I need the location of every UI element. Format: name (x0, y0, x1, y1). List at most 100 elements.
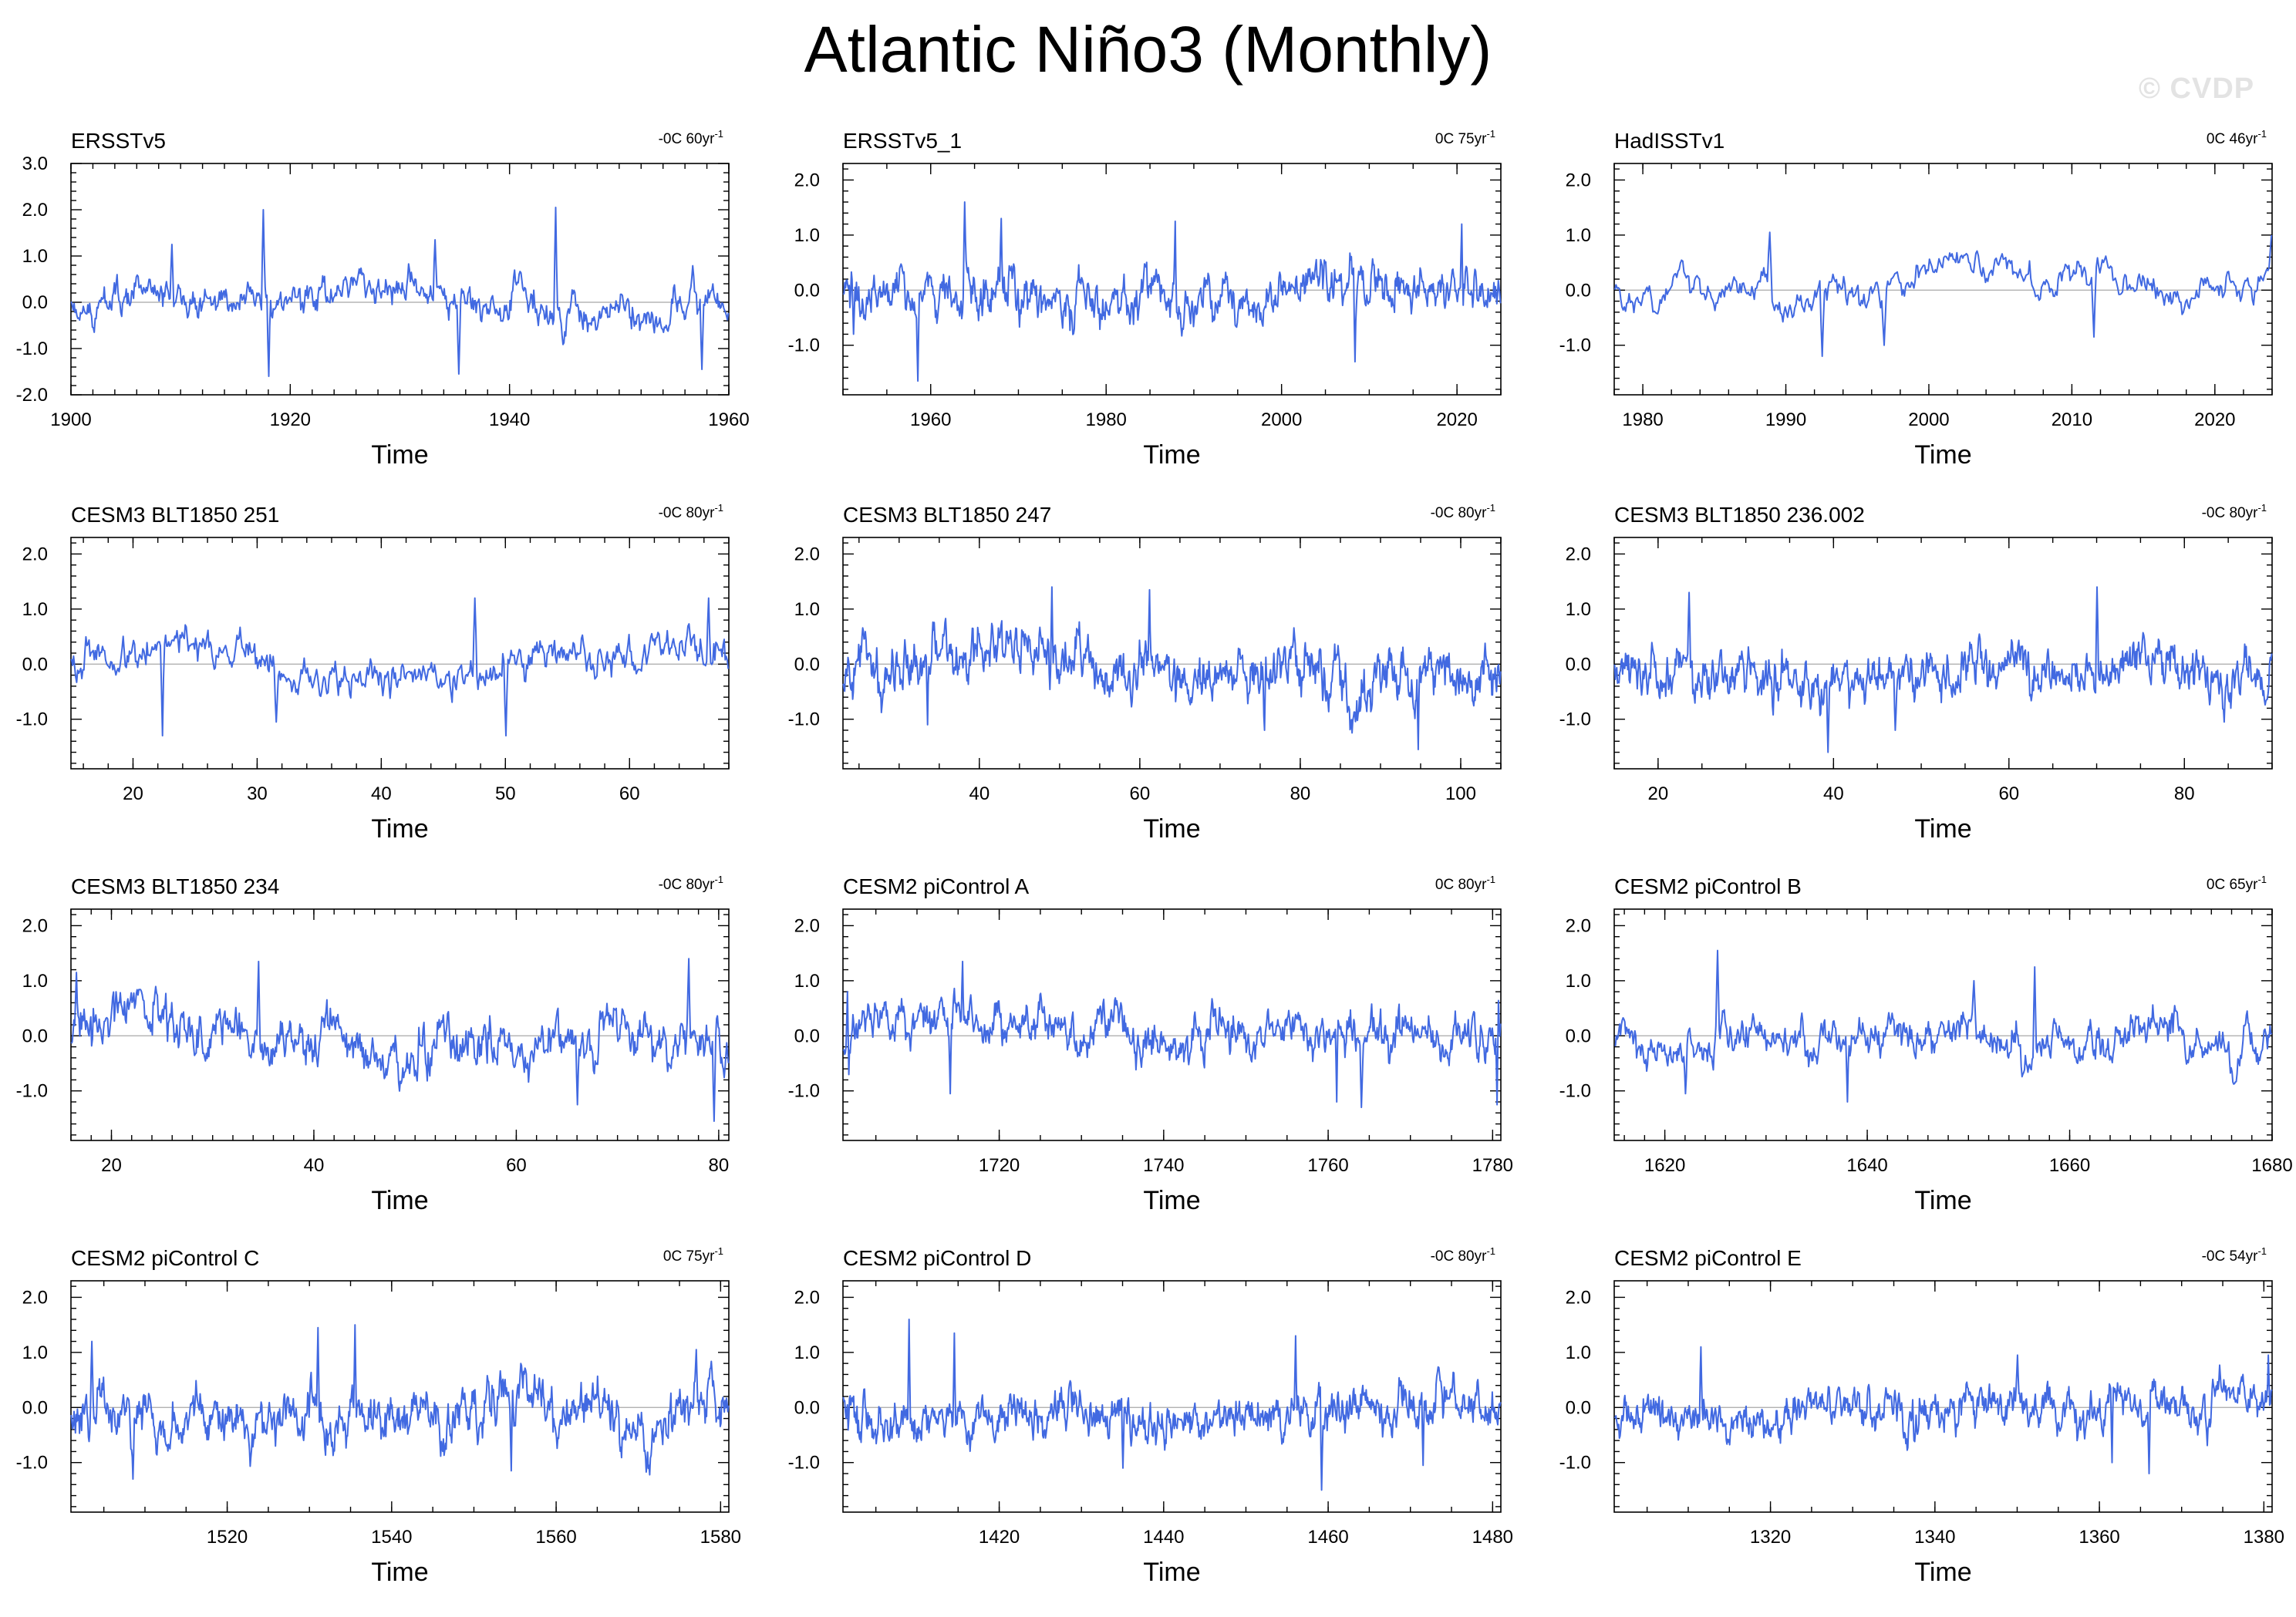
y-tick-label: 2.0 (794, 170, 820, 190)
plot-frame (70, 908, 730, 1141)
y-tick-label: 1.0 (794, 1342, 820, 1363)
y-tick-label: 2.0 (1566, 544, 1591, 564)
y-tick-label: 2.0 (794, 544, 820, 564)
trend-label: -0C 80yr-1 (1431, 502, 1495, 521)
panel-10: -1.0 0.0 1.0 2.0 1520 1540 1560 1580 Time CESM2 p… (16, 1245, 741, 1587)
y-tick-label: 2.0 (1566, 170, 1591, 190)
trend-unit-exponent: -1 (2257, 128, 2267, 140)
y-tick-label: 2.0 (22, 544, 48, 564)
y-tick-label: 0.0 (22, 654, 48, 675)
x-tick-label: 40 (304, 1155, 325, 1176)
trend-label: 0C 46yr-1 (2207, 128, 2267, 147)
x-tick-label: 30 (247, 783, 268, 804)
series-line (1613, 231, 2273, 357)
y-tick-label: -1.0 (1559, 1453, 1591, 1474)
y-tick-label: 3.0 (22, 153, 48, 174)
trend-label: -0C 54yr-1 (2202, 1245, 2267, 1265)
y-tick-label: 0.0 (22, 1026, 48, 1046)
x-tick-label: 2020 (2194, 409, 2235, 430)
y-tick-label: 2.0 (22, 200, 48, 221)
x-tick-label: 1960 (910, 409, 951, 430)
series-line (70, 1324, 730, 1481)
trend-label: 0C 65yr-1 (2207, 874, 2267, 893)
x-axis-label: Time (371, 814, 428, 844)
y-tick-label: 0.0 (1566, 654, 1591, 675)
y-tick-label: 0.0 (1566, 280, 1591, 301)
x-tick-label: 60 (1998, 783, 2019, 804)
x-tick-label: 1680 (2251, 1155, 2292, 1176)
panel-1: -2.0 -1.0 0.0 1.0 2.0 3.0 1900 1920 1940 1960 Time… (16, 128, 750, 470)
x-tick-label: 50 (495, 783, 516, 804)
y-tick-label: 2.0 (794, 1287, 820, 1308)
y-tick-label: 0.0 (794, 1397, 820, 1418)
y-tick-label: -1.0 (1559, 1081, 1591, 1102)
x-axis-label: Time (1914, 814, 1971, 844)
y-tick-label: 1.0 (794, 599, 820, 620)
trend-unit-exponent: -1 (2257, 874, 2267, 885)
panel-title: CESM2 piControl C (71, 1246, 259, 1270)
y-tick-label: -1.0 (16, 1453, 48, 1474)
y-tick-label: 1.0 (1566, 1342, 1591, 1363)
x-axis-label: Time (1914, 1186, 1971, 1215)
x-tick-label: 1380 (2244, 1527, 2284, 1548)
series-line (70, 207, 730, 377)
x-tick-label: 20 (101, 1155, 122, 1176)
y-tick-label: 2.0 (794, 915, 820, 936)
panel-11: -1.0 0.0 1.0 2.0 1420 1440 1460 1480 Time CESM2 p… (788, 1245, 1513, 1587)
x-tick-label: 2010 (2052, 409, 2092, 430)
panel-title: HadISSTv1 (1614, 129, 1725, 153)
panel-3: -1.0 0.0 1.0 2.0 1980 1990 2000 2010 2020 Time Had… (1559, 128, 2273, 470)
y-tick-label: -1.0 (16, 1081, 48, 1102)
panel-8: -1.0 0.0 1.0 2.0 1720 1740 1760 1780 Time CESM2 p… (788, 874, 1513, 1215)
y-tick-label: 2.0 (1566, 915, 1591, 936)
panel-title: CESM2 piControl E (1614, 1246, 1802, 1270)
x-tick-label: 1560 (535, 1527, 576, 1548)
trend-label: -0C 80yr-1 (659, 502, 723, 521)
y-tick-label: 1.0 (1566, 971, 1591, 992)
x-tick-label: 1990 (1765, 409, 1806, 430)
y-tick-label: -1.0 (1559, 335, 1591, 356)
plot-frame (842, 163, 1502, 396)
y-tick-label: -1.0 (788, 1081, 820, 1102)
y-tick-label: 0.0 (794, 1026, 820, 1046)
x-tick-label: 80 (2174, 783, 2195, 804)
x-tick-label: 20 (1648, 783, 1669, 804)
y-tick-label: 2.0 (22, 1287, 48, 1308)
x-tick-label: 100 (1445, 783, 1476, 804)
x-tick-label: 1900 (50, 409, 91, 430)
series-line (842, 201, 1502, 382)
x-tick-label: 40 (371, 783, 392, 804)
x-axis-label: Time (1143, 1558, 1200, 1587)
x-tick-label: 2000 (1908, 409, 1949, 430)
trend-unit-exponent: -1 (714, 1245, 723, 1257)
trend-unit-exponent: -1 (2257, 502, 2267, 514)
series-line (842, 586, 1502, 750)
x-tick-label: 40 (969, 783, 990, 804)
x-axis-label: Time (1143, 1186, 1200, 1215)
trend-label: -0C 80yr-1 (659, 874, 723, 893)
y-tick-label: -1.0 (788, 1453, 820, 1474)
panel-title: CESM2 piControl A (843, 874, 1030, 898)
plot-frame (1613, 163, 2273, 396)
y-tick-label: 2.0 (22, 915, 48, 936)
y-tick-label: 1.0 (794, 971, 820, 992)
x-tick-label: 60 (1130, 783, 1151, 804)
x-tick-label: 1960 (708, 409, 749, 430)
series-line (1613, 1346, 2273, 1474)
panel-title: CESM2 piControl D (843, 1246, 1031, 1270)
trend-unit-exponent: -1 (1486, 128, 1495, 140)
x-tick-label: 40 (1823, 783, 1844, 804)
series-line (842, 960, 1502, 1109)
x-tick-label: 1660 (2049, 1155, 2090, 1176)
y-tick-label: -1.0 (788, 335, 820, 356)
x-tick-label: 1440 (1143, 1527, 1184, 1548)
series-line (1613, 586, 2273, 753)
x-tick-label: 1340 (1914, 1527, 1955, 1548)
y-tick-label: 0.0 (22, 292, 48, 313)
panel-title: CESM3 BLT1850 247 (843, 503, 1051, 527)
trend-label: -0C 80yr-1 (1431, 1245, 1495, 1265)
plot-frame (70, 1280, 730, 1513)
trend-unit-exponent: -1 (1486, 502, 1495, 514)
trend-label: 0C 80yr-1 (1435, 874, 1495, 893)
